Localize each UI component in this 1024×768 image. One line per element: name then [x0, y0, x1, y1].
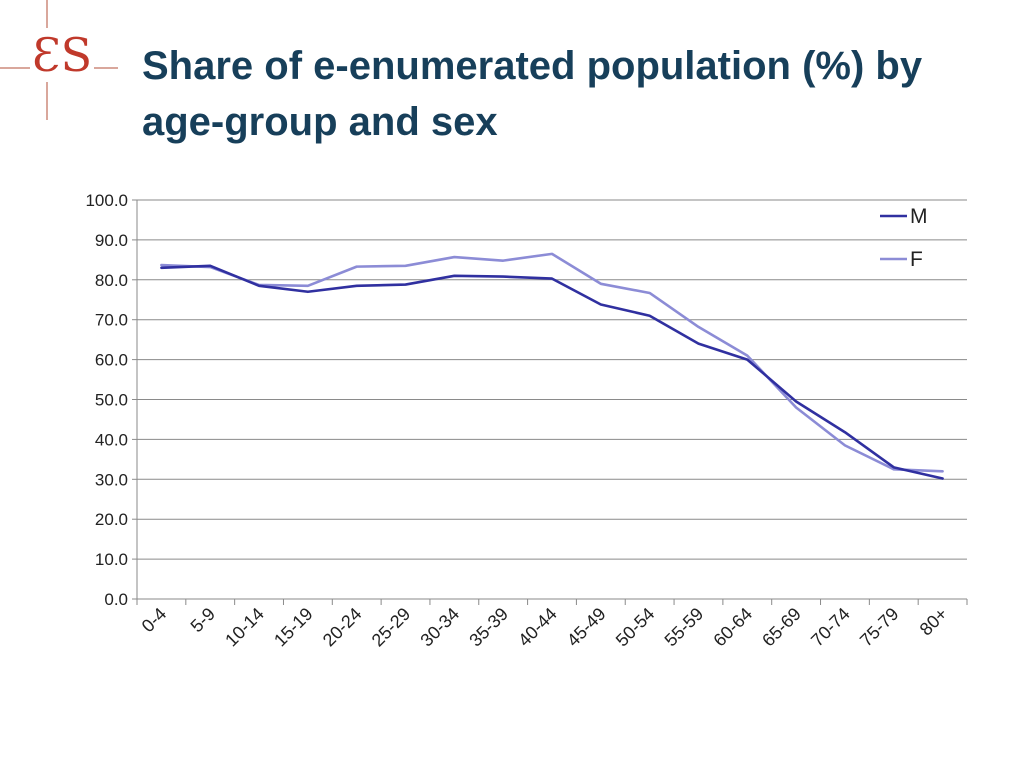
- legend-label-f: F: [910, 248, 923, 271]
- x-tick-label: 55-59: [661, 604, 708, 651]
- y-tick-label: 30.0: [95, 470, 128, 489]
- x-tick-label: 80+: [916, 604, 952, 640]
- y-tick-label: 70.0: [95, 311, 128, 330]
- x-tick-label: 45-49: [563, 604, 610, 651]
- series-line-m: [160, 264, 944, 480]
- logo-mark: ƐS: [30, 28, 95, 82]
- x-tick-label: 40-44: [514, 604, 561, 651]
- series-line-f: [160, 252, 944, 473]
- y-tick-label: 100.0: [85, 191, 128, 210]
- x-tick-label: 60-64: [709, 604, 756, 651]
- x-tick-label: 25-29: [368, 604, 415, 651]
- legend-label-m: M: [910, 205, 928, 228]
- y-tick-label: 20.0: [95, 510, 128, 529]
- x-tick-label: 75-79: [856, 604, 903, 651]
- x-tick-label: 35-39: [465, 604, 512, 651]
- x-tick-label: 50-54: [612, 604, 659, 651]
- page-title: Share of e-enumerated population (%) by …: [142, 44, 923, 144]
- x-tick-label: 15-19: [270, 604, 317, 651]
- y-tick-label: 60.0: [95, 351, 128, 370]
- x-tick-label: 70-74: [807, 604, 854, 651]
- x-tick-label: 20-24: [319, 604, 366, 651]
- y-tick-label: 10.0: [95, 550, 128, 569]
- logo: ƐS: [0, 0, 130, 130]
- y-tick-label: 0.0: [104, 590, 128, 609]
- y-tick-label: 40.0: [95, 430, 128, 449]
- x-tick-label: 0-4: [138, 604, 171, 637]
- x-tick-label: 10-14: [221, 604, 268, 651]
- y-tick-label: 90.0: [95, 231, 128, 250]
- y-tick-label: 80.0: [95, 271, 128, 290]
- x-tick-label: 5-9: [187, 604, 220, 637]
- y-tick-label: 50.0: [95, 391, 128, 410]
- x-tick-label: 65-69: [758, 604, 805, 651]
- x-tick-label: 30-34: [416, 604, 463, 651]
